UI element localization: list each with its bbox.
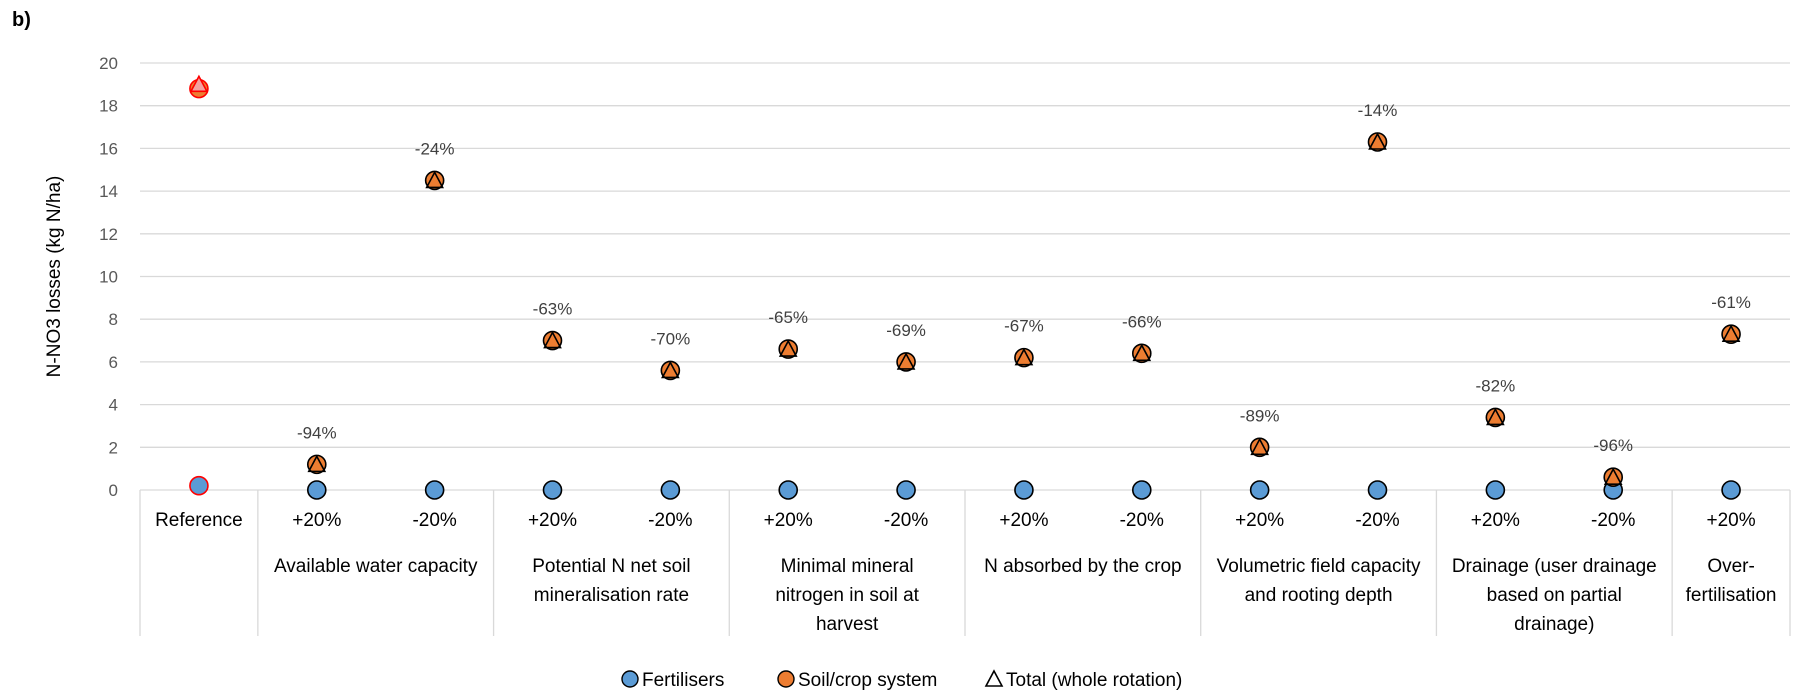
- x-group-label: Over-: [1707, 556, 1755, 577]
- legend-marker-soil-crop: [777, 670, 795, 688]
- x-group-label: Available water capacity: [274, 556, 478, 577]
- legend-label: Fertilisers: [642, 670, 724, 691]
- point-fertilisers: [778, 480, 799, 500]
- y-tick-label: 12: [99, 225, 118, 244]
- x-tick-label: +20%: [1471, 510, 1520, 531]
- point-fertilisers: [1014, 480, 1034, 500]
- point-total: [1486, 407, 1505, 426]
- point-total: [661, 360, 680, 379]
- x-group-label: N absorbed by the crop: [984, 556, 1182, 577]
- point-fertilisers: [542, 480, 563, 500]
- x-group-label: Potential N net soil: [532, 556, 690, 577]
- legend-marker-total: [984, 669, 1004, 687]
- y-tick-label: 0: [109, 481, 118, 500]
- x-group-label: nitrogen in soil at: [775, 585, 919, 606]
- x-group-label: mineralisation rate: [534, 585, 689, 606]
- point-fertilisers: [1131, 480, 1152, 500]
- percent-label: -24%: [415, 139, 455, 158]
- x-tick-label: +20%: [292, 510, 341, 531]
- legend: Fertilisers Soil/crop system Total (whole …: [621, 669, 1182, 691]
- point-total: [1603, 467, 1623, 485]
- percent-label: -67%: [1004, 317, 1044, 336]
- percent-label: -14%: [1358, 101, 1398, 120]
- legend-label: Soil/crop system: [798, 670, 937, 691]
- x-tick-label: -20%: [1120, 510, 1164, 531]
- x-group-label: Volumetric field capacity: [1217, 556, 1421, 577]
- point-total: [1132, 343, 1152, 362]
- percent-label: -66%: [1122, 312, 1162, 331]
- percent-label: -94%: [297, 423, 337, 442]
- x-tick-label: +20%: [528, 510, 577, 531]
- data-points: [189, 74, 1741, 500]
- point-fertilisers: [1485, 480, 1506, 500]
- point-total: [1014, 347, 1034, 366]
- x-group-label: harvest: [816, 614, 879, 635]
- y-axis-ticks: 0 2 4 6 8 10 12 14 16 18 20: [99, 54, 118, 500]
- percent-annotations: -94% -24% -63% -70% -65% -69% -67% -66% -89% -14%…: [297, 101, 1751, 455]
- y-tick-label: 6: [109, 353, 118, 372]
- point-total: [189, 74, 209, 93]
- percent-label: -69%: [886, 321, 926, 340]
- x-axis: Reference +20% -20% +20% -20% +20% -20% +20% -20…: [139, 490, 1791, 636]
- legend-label: Total (whole rotation): [1006, 670, 1182, 691]
- percent-label: -63%: [533, 300, 573, 319]
- gridlines: [140, 62, 1790, 491]
- y-tick-label: 18: [99, 97, 118, 116]
- y-tick-label: 10: [99, 268, 118, 287]
- point-fertilisers: [1367, 480, 1388, 500]
- point-fertilisers: [189, 475, 209, 496]
- x-tick-label: +20%: [1235, 510, 1284, 531]
- y-tick-label: 2: [109, 438, 118, 457]
- point-fertilisers: [896, 480, 916, 500]
- point-total: [543, 330, 562, 349]
- x-group-label: drainage): [1514, 614, 1594, 635]
- x-group-label: and rooting depth: [1245, 585, 1393, 606]
- y-tick-label: 8: [109, 310, 118, 329]
- y-tick-label: 4: [109, 396, 118, 415]
- x-tick-label: -20%: [412, 510, 456, 531]
- point-total: [425, 170, 444, 189]
- point-fertilisers: [424, 480, 445, 500]
- y-tick-label: 16: [99, 139, 118, 158]
- point-fertilisers: [1249, 480, 1270, 500]
- x-tick-label: -20%: [1355, 510, 1399, 531]
- point-total: [896, 352, 916, 370]
- point-fertilisers: [306, 480, 327, 500]
- legend-marker-fertilisers: [621, 670, 639, 688]
- percent-label: -89%: [1240, 406, 1280, 425]
- point-fertilisers: [1721, 480, 1741, 500]
- percent-label: -65%: [768, 308, 808, 327]
- percent-label: -96%: [1593, 436, 1633, 455]
- x-tick-label: -20%: [884, 510, 928, 531]
- point-fertilisers: [660, 480, 681, 500]
- y-tick-label: 20: [99, 54, 118, 73]
- point-total: [307, 454, 327, 473]
- x-tick-label: +20%: [999, 510, 1048, 531]
- percent-label: -70%: [651, 329, 691, 348]
- y-axis-label: N-NO3 losses (kg N/ha): [44, 176, 65, 378]
- x-tick-label: -20%: [648, 510, 692, 531]
- x-group-label: fertilisation: [1686, 585, 1777, 606]
- point-total: [1368, 132, 1387, 150]
- x-tick-label: Reference: [155, 510, 243, 531]
- percent-label: -82%: [1476, 376, 1516, 395]
- x-group-label: Drainage (user drainage: [1452, 556, 1657, 577]
- point-total: [778, 339, 798, 357]
- x-tick-label: +20%: [1707, 510, 1756, 531]
- x-group-label: Minimal mineral: [781, 556, 914, 577]
- x-tick-label: +20%: [764, 510, 813, 531]
- panel-label: b): [12, 9, 31, 31]
- y-tick-label: 14: [99, 182, 118, 201]
- percent-label: -61%: [1711, 293, 1751, 312]
- x-group-label: based on partial: [1487, 585, 1622, 606]
- x-tick-label: -20%: [1591, 510, 1635, 531]
- point-total: [1250, 437, 1269, 456]
- point-total: [1721, 324, 1741, 342]
